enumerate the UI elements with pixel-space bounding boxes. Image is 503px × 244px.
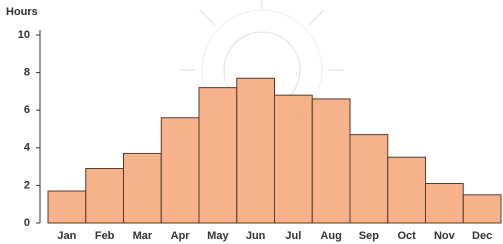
x-tick-label: Jul xyxy=(285,230,301,242)
x-tick-label: Mar xyxy=(133,230,153,242)
bar xyxy=(275,95,313,223)
chart: Hours 0 2 4 6 8 10 Jan Feb Mar Apr May Jun Jul Aug Sep… xyxy=(0,0,503,244)
bar xyxy=(426,184,464,223)
x-tick-label: Aug xyxy=(320,230,341,242)
x-tick-label: Apr xyxy=(171,230,191,242)
y-tick-label: 10 xyxy=(18,29,30,41)
x-tick-label: Dec xyxy=(472,230,492,242)
x-tick-label: Jun xyxy=(246,230,266,242)
y-axis-title: Hours xyxy=(6,6,38,18)
bar xyxy=(350,135,388,223)
x-tick-label: Nov xyxy=(434,230,456,242)
y-tick-label: 8 xyxy=(24,67,30,79)
bar xyxy=(237,78,275,223)
y-tick-label: 0 xyxy=(24,217,30,229)
x-tick-label: Sep xyxy=(359,230,379,242)
x-tick-label: Jan xyxy=(57,230,76,242)
y-tick-label: 6 xyxy=(24,104,30,116)
bar xyxy=(48,191,86,223)
bar xyxy=(388,157,426,223)
x-tick-label: May xyxy=(207,230,229,242)
x-tick-label: Feb xyxy=(95,230,115,242)
bar xyxy=(463,195,501,223)
y-tick-label: 2 xyxy=(24,179,30,191)
page: Hours 0 2 4 6 8 10 Jan Feb Mar Apr May Jun Jul Aug Sep… xyxy=(0,0,503,244)
bar xyxy=(124,153,162,223)
bar xyxy=(199,88,237,223)
y-tick-label: 4 xyxy=(24,142,31,154)
bar xyxy=(312,99,350,223)
x-tick-label: Oct xyxy=(397,230,416,242)
bar xyxy=(161,118,199,223)
bar xyxy=(86,168,124,223)
